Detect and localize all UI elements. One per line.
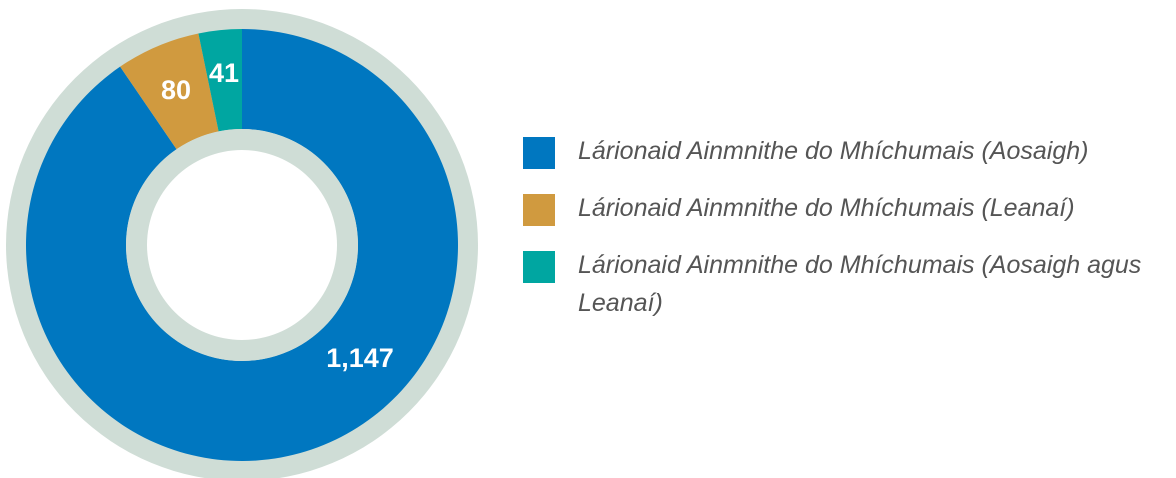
- legend-swatch: [523, 251, 555, 283]
- legend: Lárionaid Ainmnithe do Mhíchumais (Aosai…: [523, 135, 1176, 344]
- hole: [147, 150, 337, 340]
- legend-item: Lárionaid Ainmnithe do Mhíchumais (Aosai…: [523, 135, 1176, 170]
- value-label: 41: [209, 58, 239, 88]
- value-label: 1,147: [326, 343, 394, 373]
- legend-swatch: [523, 137, 555, 169]
- donut-slice: [25, 29, 459, 461]
- donut-slice: [120, 33, 219, 150]
- legend-item: Lárionaid Ainmnithe do Mhíchumais (Leana…: [523, 192, 1176, 227]
- legend-swatch: [523, 194, 555, 226]
- value-label: 80: [161, 75, 191, 105]
- legend-item: Lárionaid Ainmnithe do Mhíchumais (Aosai…: [523, 249, 1176, 322]
- chart: 1,147 80 41: [6, 9, 478, 478]
- donut-slice: [198, 29, 242, 132]
- legend-label: Lárionaid Ainmnithe do Mhíchumais (Aosai…: [578, 251, 1142, 317]
- legend-label: Lárionaid Ainmnithe do Mhíchumais (Leana…: [578, 194, 1075, 222]
- legend-label: Lárionaid Ainmnithe do Mhíchumais (Aosai…: [578, 137, 1089, 165]
